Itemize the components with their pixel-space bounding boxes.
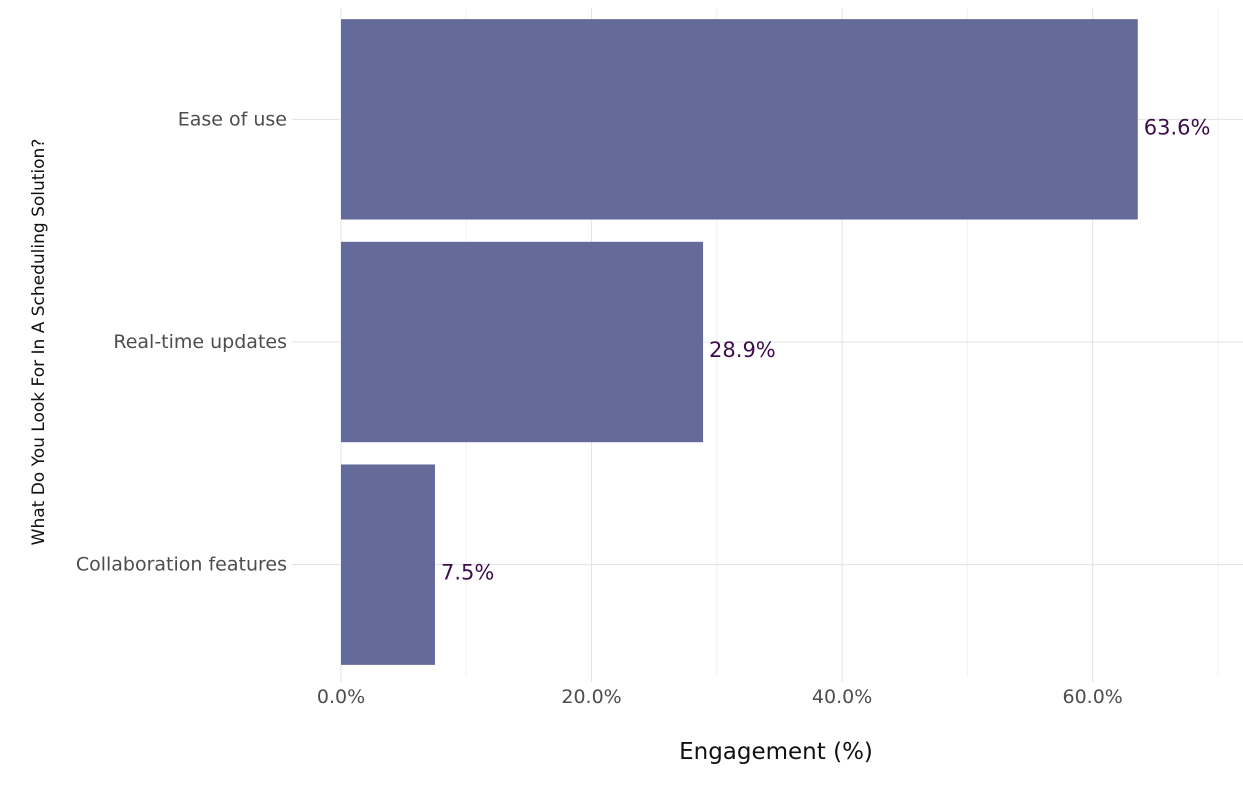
bar-value-label: 7.5%: [441, 561, 494, 585]
bar-value-label: 28.9%: [709, 338, 776, 362]
x-tick-label: 40.0%: [812, 686, 872, 708]
axis-layer: 0.0% 20.0% 40.0% 60.0% Ease of use Real-time …: [76, 108, 1123, 708]
bar-value-label: 63.6%: [1144, 115, 1211, 139]
bar-layer: [341, 19, 1138, 665]
bar: [341, 19, 1138, 220]
bar: [341, 464, 435, 665]
y-tick-label: Real-time updates: [113, 331, 287, 353]
x-tick-label: 0.0%: [317, 686, 365, 708]
bar: [341, 241, 704, 443]
label-layer: 63.6% 28.9% 7.5%: [441, 115, 1211, 584]
y-tick-label: Collaboration features: [76, 554, 287, 576]
x-tick-label: 20.0%: [561, 686, 621, 708]
x-tick-label: 60.0%: [1062, 686, 1122, 708]
y-axis-title: What Do You Look For In A Scheduling Sol…: [29, 139, 49, 546]
x-axis-title: Engagement (%): [679, 739, 873, 765]
y-tick-label: Ease of use: [178, 108, 287, 130]
